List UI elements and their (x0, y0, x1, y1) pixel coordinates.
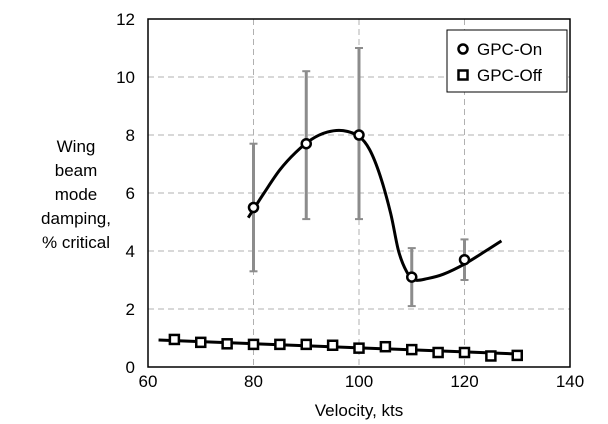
data-point-square (326, 339, 339, 351)
y-tick-label: 0 (126, 358, 135, 377)
data-point-square (274, 338, 286, 351)
legend-marker-square (457, 69, 469, 81)
data-point-square (458, 346, 471, 359)
y-tick-label: 2 (126, 300, 135, 319)
y-tick-label: 10 (116, 68, 135, 87)
data-point-square (195, 336, 207, 349)
y-tick-labels: 0 2 4 6 8 10 12 (116, 10, 135, 377)
y-tick-label: 8 (126, 126, 135, 145)
y-axis-title-line: mode (55, 185, 98, 204)
legend-label: GPC-Off (477, 66, 542, 85)
data-point-square (300, 338, 312, 351)
data-point-circle (300, 137, 312, 150)
data-point-circle (247, 201, 260, 214)
data-point-square (406, 343, 418, 356)
data-point-square (221, 338, 233, 350)
y-tick-label: 12 (116, 10, 135, 29)
legend-label: GPC-On (477, 40, 542, 59)
data-point-square (247, 338, 260, 351)
y-axis-title: Wing beam mode damping, % critical (41, 137, 111, 252)
x-tick-label: 120 (450, 372, 478, 391)
y-tick-label: 4 (126, 242, 135, 261)
y-axis-title-line: damping, (41, 209, 111, 228)
y-tick-label: 6 (126, 184, 135, 203)
data-point-square (353, 342, 365, 354)
fit-curve-1 (246, 128, 503, 282)
markers (168, 129, 523, 362)
data-point-circle (458, 253, 471, 266)
data-point-square (511, 349, 523, 362)
y-axis-title-line: beam (55, 161, 98, 180)
plot-frame (147, 18, 571, 368)
x-tick-label: 60 (139, 372, 158, 391)
data-point-square (485, 350, 497, 362)
data-point-square (379, 340, 392, 353)
legend: GPC-On GPC-Off (446, 29, 568, 93)
y-axis-title-line: Wing (57, 137, 96, 156)
legend-marker-circle (457, 43, 469, 55)
x-tick-labels: 60 80 100 120 140 (139, 372, 585, 391)
data-point-square (432, 346, 444, 359)
error-bars (249, 47, 469, 308)
data-point-square (168, 333, 181, 346)
legend-box (446, 29, 568, 93)
x-tick-label: 80 (244, 372, 263, 391)
x-axis-title: Velocity, kts (315, 401, 404, 420)
data-point-circle (406, 271, 418, 283)
x-tick-label: 140 (556, 372, 584, 391)
x-tick-label: 100 (345, 372, 373, 391)
data-point-circle (353, 129, 365, 141)
y-axis-title-line: % critical (42, 233, 110, 252)
